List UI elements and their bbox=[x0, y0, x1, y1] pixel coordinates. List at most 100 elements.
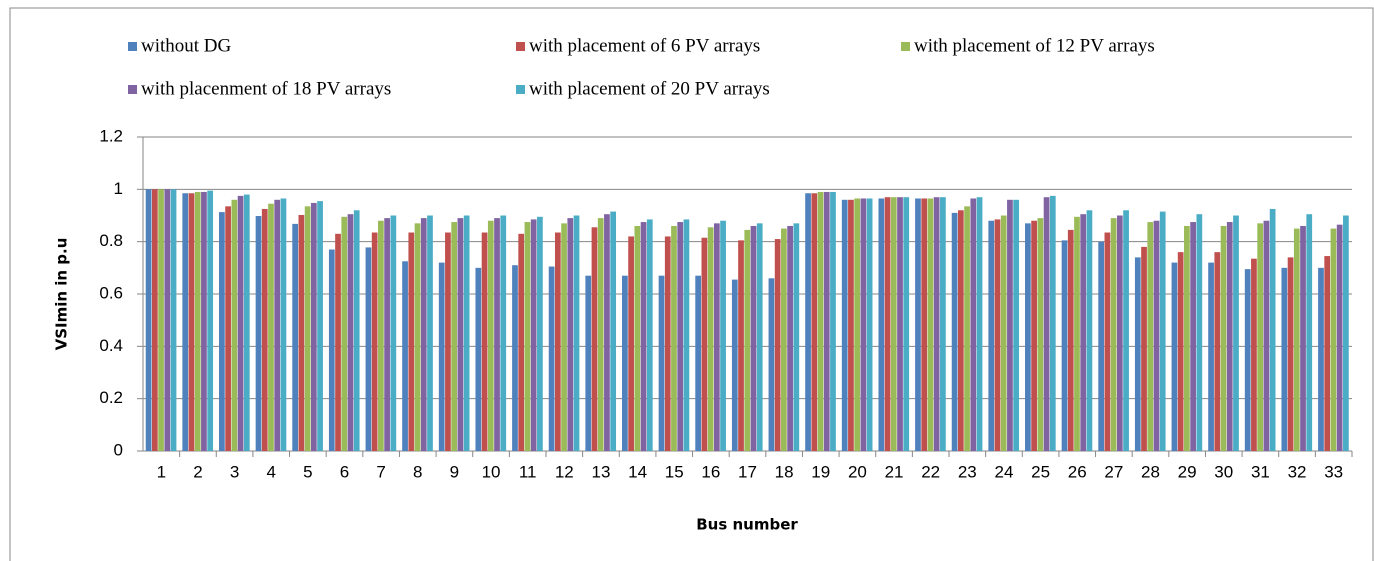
bar bbox=[1049, 195, 1056, 451]
bar bbox=[866, 198, 873, 451]
bar bbox=[854, 198, 861, 451]
x-tick-label: 9 bbox=[450, 462, 459, 481]
bar bbox=[451, 222, 458, 451]
bar bbox=[695, 275, 702, 451]
bar bbox=[1208, 262, 1214, 451]
bar bbox=[1263, 220, 1270, 451]
bar bbox=[1116, 215, 1123, 451]
x-tick-label: 11 bbox=[519, 462, 537, 481]
bar bbox=[170, 189, 177, 452]
legend-swatch bbox=[128, 42, 137, 51]
bar bbox=[683, 219, 690, 451]
bar bbox=[554, 232, 561, 451]
bar bbox=[1177, 252, 1184, 451]
bar bbox=[1214, 252, 1221, 451]
bar bbox=[988, 220, 995, 451]
bar bbox=[940, 197, 946, 451]
bar bbox=[957, 210, 964, 451]
bar bbox=[622, 275, 628, 451]
bar bbox=[927, 198, 934, 451]
bar bbox=[1013, 199, 1020, 451]
bar bbox=[1147, 222, 1154, 451]
bar bbox=[897, 197, 903, 451]
x-tick-label: 15 bbox=[665, 462, 684, 481]
x-tick-label: 19 bbox=[811, 462, 830, 481]
bar bbox=[1123, 210, 1129, 451]
x-tick-label: 16 bbox=[701, 462, 720, 481]
bar bbox=[976, 197, 983, 451]
x-tick-label: 29 bbox=[1178, 462, 1197, 481]
bar bbox=[145, 189, 152, 452]
bar bbox=[500, 215, 507, 451]
bar bbox=[915, 198, 921, 451]
bar bbox=[445, 232, 451, 451]
bar bbox=[158, 189, 164, 452]
bar bbox=[310, 202, 317, 451]
bar bbox=[805, 193, 811, 451]
x-axis-label: Bus number bbox=[696, 516, 798, 534]
bar bbox=[438, 262, 445, 451]
bar bbox=[530, 219, 537, 451]
bar bbox=[793, 223, 800, 451]
x-tick-label: 25 bbox=[1031, 462, 1050, 481]
x-tick-label: 6 bbox=[340, 462, 349, 481]
bar bbox=[475, 267, 482, 451]
bar bbox=[341, 216, 348, 451]
bar bbox=[255, 216, 262, 451]
legend-label: without DG bbox=[141, 35, 232, 56]
bar bbox=[207, 190, 214, 451]
x-tick-label: 4 bbox=[266, 462, 275, 481]
bar bbox=[610, 211, 617, 451]
bar bbox=[231, 199, 238, 451]
bar bbox=[402, 261, 408, 451]
bar bbox=[933, 197, 940, 451]
bar bbox=[274, 199, 281, 451]
bar bbox=[1343, 215, 1349, 451]
bar bbox=[1184, 225, 1190, 451]
bar bbox=[164, 189, 171, 452]
x-tick-label: 22 bbox=[921, 462, 940, 481]
bar bbox=[1251, 258, 1257, 451]
bar bbox=[720, 220, 726, 451]
bar bbox=[1043, 197, 1050, 451]
bar bbox=[781, 228, 787, 451]
bar bbox=[1141, 246, 1147, 451]
bar bbox=[585, 275, 592, 451]
y-tick-label: 0.2 bbox=[99, 388, 123, 407]
x-tick-label: 8 bbox=[413, 462, 422, 481]
x-tick-label: 24 bbox=[994, 462, 1013, 481]
bar bbox=[951, 212, 958, 451]
bar bbox=[970, 198, 977, 451]
bar bbox=[640, 222, 647, 451]
bar bbox=[921, 198, 928, 451]
bar bbox=[298, 214, 305, 451]
x-tick-label: 21 bbox=[885, 462, 904, 481]
y-tick-label: 1.2 bbox=[99, 126, 123, 145]
x-tick-label: 30 bbox=[1214, 462, 1233, 481]
bar bbox=[1110, 218, 1117, 451]
bar bbox=[1000, 215, 1007, 451]
bar bbox=[1324, 256, 1331, 451]
legend-swatch bbox=[516, 85, 525, 94]
bar bbox=[243, 194, 250, 452]
bar bbox=[481, 232, 488, 451]
legend-label: with placement of 6 PV arrays bbox=[529, 35, 760, 56]
x-tick-label: 26 bbox=[1068, 462, 1087, 481]
bar bbox=[701, 237, 708, 451]
bar bbox=[731, 279, 738, 451]
bar bbox=[1007, 199, 1013, 451]
bar bbox=[225, 206, 231, 451]
bar bbox=[1086, 210, 1093, 451]
bar bbox=[1067, 229, 1074, 451]
y-tick-label: 0.4 bbox=[99, 336, 123, 355]
bar bbox=[201, 191, 207, 451]
bar bbox=[1025, 223, 1031, 451]
bar bbox=[628, 236, 634, 451]
x-tick-label: 33 bbox=[1324, 462, 1343, 481]
bar bbox=[378, 220, 384, 451]
bar bbox=[1031, 220, 1037, 451]
bar bbox=[237, 195, 244, 451]
x-tick-label: 12 bbox=[555, 462, 574, 481]
bar bbox=[512, 265, 518, 451]
bar bbox=[188, 193, 195, 451]
